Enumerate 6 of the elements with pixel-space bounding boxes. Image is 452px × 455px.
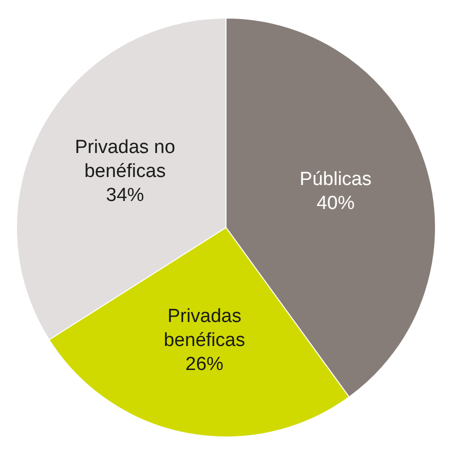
slice-label: Privadas no benéficas [74,137,176,182]
data-label: 34% [106,185,144,206]
data-label: 40% [316,193,355,214]
slice-label: Privadas benéficas [164,306,246,351]
slice-label: Públicas [300,169,372,190]
data-label: 26% [185,354,224,375]
